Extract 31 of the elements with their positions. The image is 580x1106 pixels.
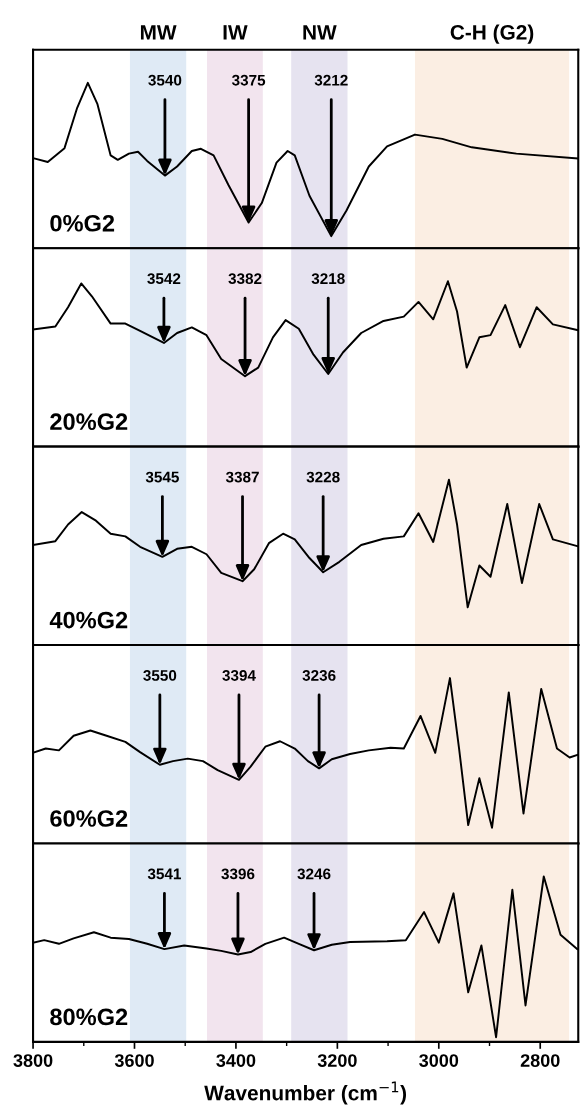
annotation: 3212 — [314, 74, 348, 86]
annotation: 3228 — [306, 471, 340, 483]
x-tick-label: 3600 — [114, 1054, 154, 1067]
annotation: 3396 — [221, 868, 255, 880]
annotation: 3540 — [148, 74, 182, 86]
annotation: 3387 — [225, 471, 259, 483]
band-label: C-H (G2) — [450, 24, 534, 44]
x-tick-label: 3000 — [419, 1054, 459, 1067]
text: 20%G2 — [50, 413, 128, 431]
text: 80%G2 — [50, 1008, 128, 1026]
x-axis-title: Wavenumber (cm$^{−1}$) — [204, 1081, 407, 1105]
annotation: 3394 — [222, 670, 256, 681]
annotation: 3382 — [228, 273, 262, 285]
band-label: NW — [303, 25, 337, 40]
band-label: IW — [223, 25, 248, 40]
text: 40%G2 — [49, 611, 128, 629]
annotation: 3541 — [147, 868, 181, 880]
x-tick-label: 3800 — [13, 1054, 53, 1067]
band-label: MW — [140, 25, 177, 40]
annotation: 3542 — [147, 273, 181, 285]
x-tick-label: 2800 — [520, 1054, 560, 1067]
annotation: 3545 — [145, 471, 179, 483]
text: 60%G2 — [50, 810, 128, 827]
text: 0%G2 — [50, 214, 115, 232]
annotation: 3218 — [311, 273, 345, 285]
x-tick-label: 3400 — [216, 1054, 256, 1067]
annotation: 3236 — [302, 670, 336, 681]
x-tick-label: 3200 — [317, 1054, 357, 1067]
annotation: 3246 — [297, 868, 331, 880]
annotation: 3550 — [143, 670, 177, 681]
annotation: 3375 — [231, 74, 266, 86]
